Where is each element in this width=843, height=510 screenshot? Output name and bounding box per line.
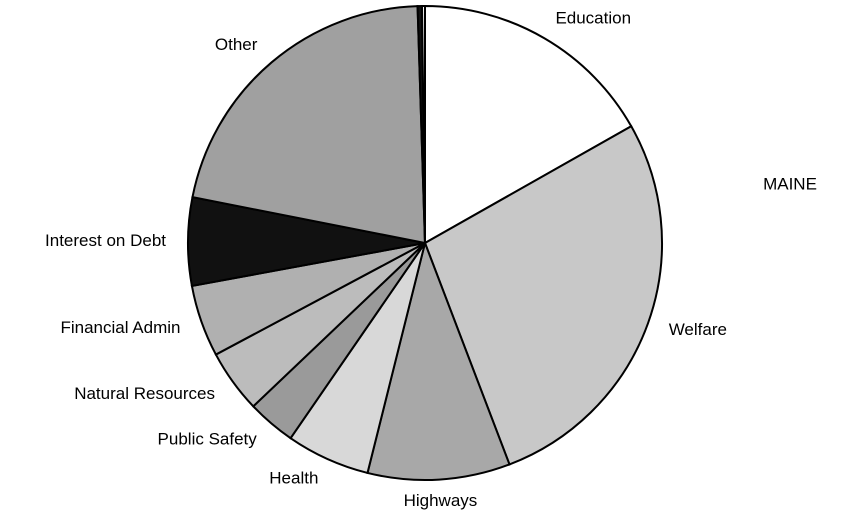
pie-slice [421, 4, 426, 244]
pie-slice [366, 239, 511, 481]
slice-label: Financial Admin [60, 318, 180, 337]
slice-label: Health [269, 469, 318, 488]
slice-label: Natural Resources [74, 384, 215, 403]
chart-title: MAINE [763, 174, 817, 193]
slice-label: Other [215, 35, 258, 54]
pie-slice [424, 4, 633, 245]
slice-label: Welfare [669, 320, 727, 339]
slice-label: Education [555, 9, 631, 28]
slice-label: Highways [404, 491, 478, 510]
slice-label: Public Safety [158, 429, 258, 448]
pie-slice [191, 5, 427, 245]
pie-slice [423, 124, 663, 466]
slice-label: Interest on Debt [45, 231, 166, 250]
